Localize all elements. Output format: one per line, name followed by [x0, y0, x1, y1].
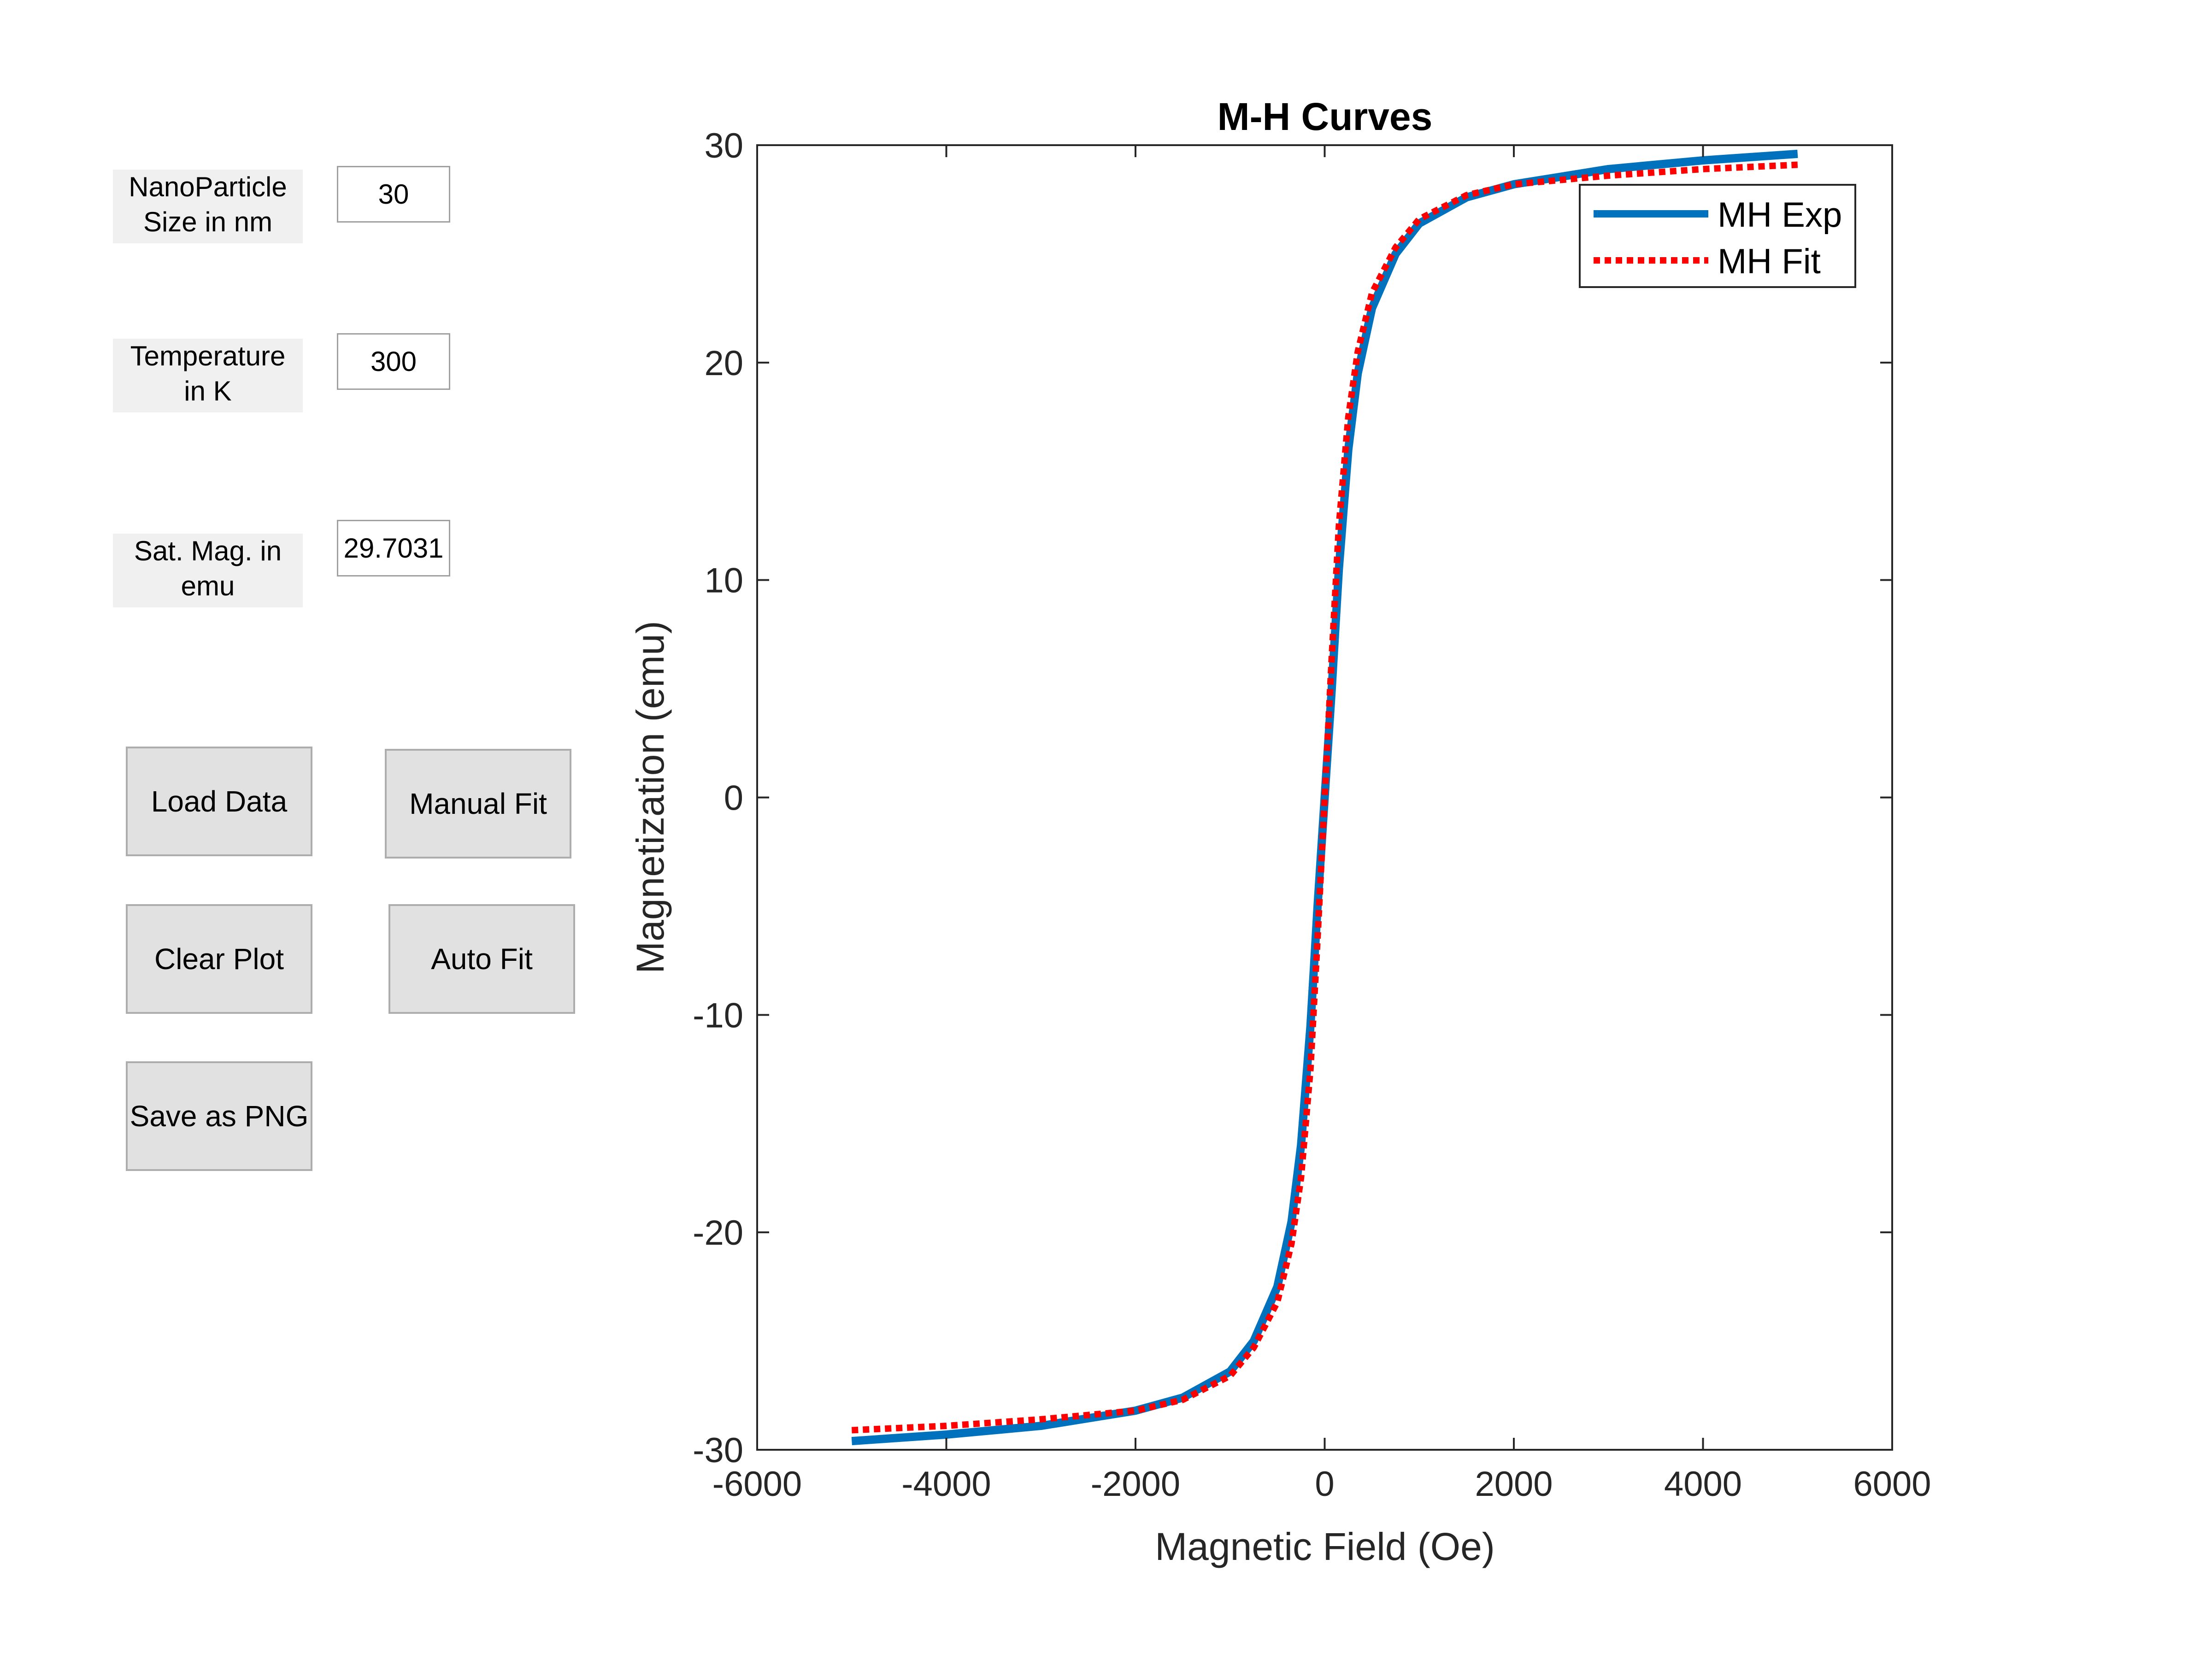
legend: MH Exp MH Fit: [1579, 184, 1856, 288]
legend-label-mh-fit: MH Fit: [1718, 242, 1821, 281]
series-line-mh-exp: [851, 149, 1798, 1446]
y-tick-label: -10: [693, 996, 743, 1035]
temperature-label: Temperature in K: [113, 339, 303, 412]
x-tick-label: 2000: [1475, 1465, 1553, 1504]
manual-fit-button[interactable]: Manual Fit: [385, 749, 571, 859]
x-tick-label: -2000: [1091, 1465, 1180, 1504]
x-tick-label: -4000: [901, 1465, 991, 1504]
y-tick-label: 30: [704, 126, 743, 165]
size-input[interactable]: [337, 166, 450, 223]
clear-plot-button[interactable]: Clear Plot: [126, 904, 312, 1014]
y-tick-label: -20: [693, 1213, 743, 1253]
x-tick-label: 0: [1315, 1465, 1334, 1504]
x-tick-label: 6000: [1853, 1465, 1931, 1504]
series-line-mh-fit: [851, 161, 1798, 1434]
y-axis-label: Magnetization (emu): [629, 621, 672, 974]
saturation-magnetization-input[interactable]: [337, 520, 450, 577]
y-tick-label: 20: [704, 344, 743, 383]
size-label: NanoParticle Size in nm: [113, 170, 303, 243]
temperature-input[interactable]: [337, 333, 450, 390]
y-tick-label: 10: [704, 561, 743, 600]
auto-fit-button[interactable]: Auto Fit: [388, 904, 575, 1014]
save-as-png-button[interactable]: Save as PNG: [126, 1061, 312, 1171]
y-tick-label: -30: [693, 1431, 743, 1470]
saturation-magnetization-label: Sat. Mag. in emu: [113, 534, 303, 607]
x-tick-label: -6000: [712, 1465, 802, 1504]
legend-box: [1579, 184, 1856, 288]
x-tick-label: 4000: [1664, 1465, 1742, 1504]
load-data-button[interactable]: Load Data: [126, 747, 312, 856]
chart-title: M-H Curves: [1218, 95, 1433, 138]
x-axis-label: Magnetic Field (Oe): [1155, 1525, 1495, 1568]
y-tick-label: 0: [724, 779, 743, 818]
legend-label-mh-exp: MH Exp: [1718, 195, 1842, 235]
